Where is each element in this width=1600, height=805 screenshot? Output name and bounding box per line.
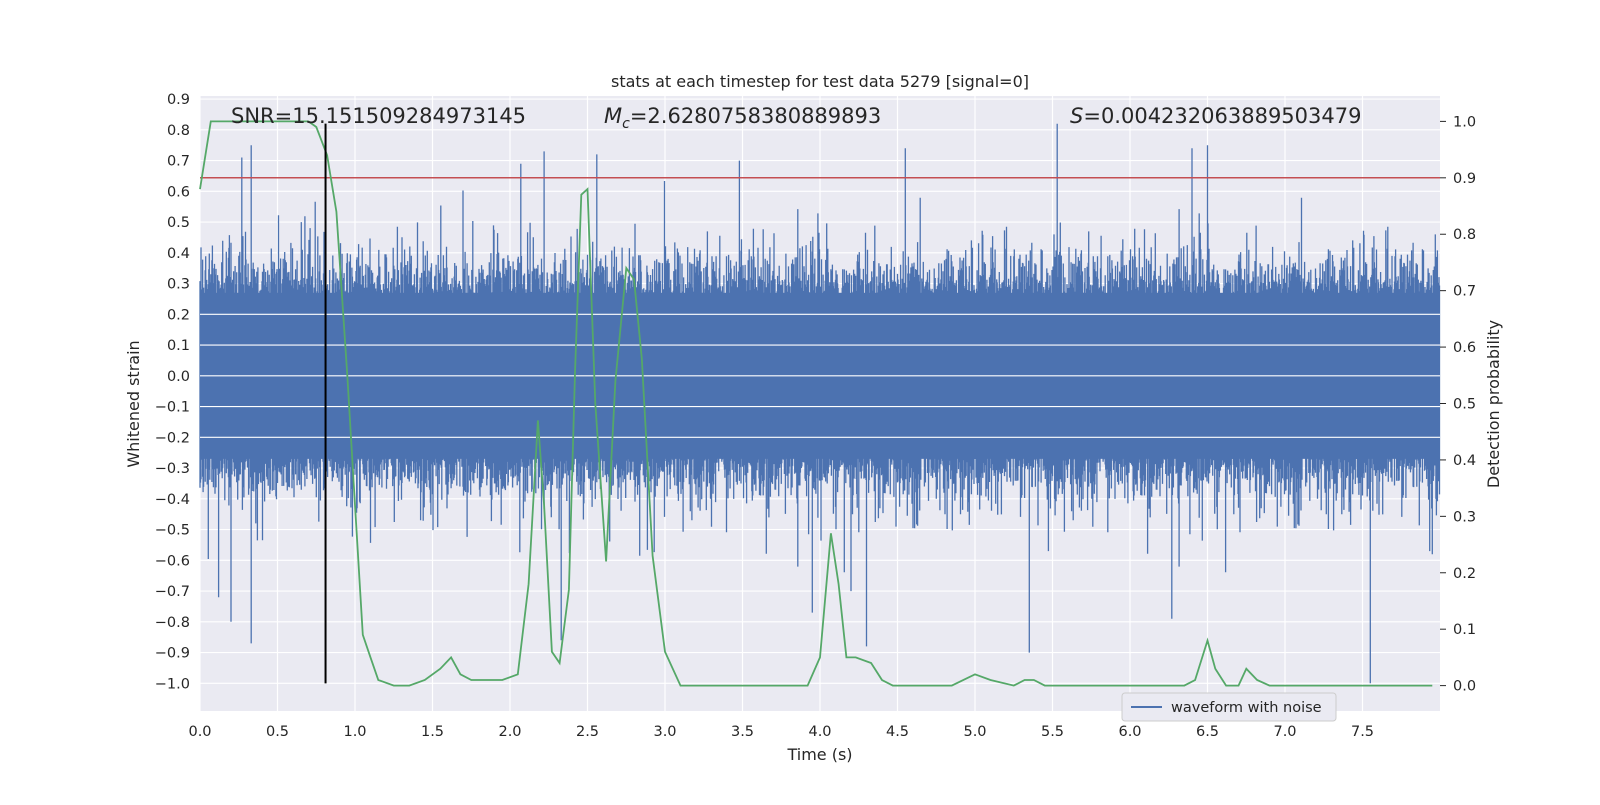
- x-tick-label: 3.5: [731, 724, 754, 740]
- y2-tick-label: 0.0: [1453, 679, 1476, 695]
- y-axis-ticks: 0.9 0.8 0.7 0.6 0.5 0.4 0.3 0.2 0.1 0.0 −0.1 −0.2 −0…: [155, 92, 190, 692]
- x-tick-label: 7.5: [1351, 724, 1374, 740]
- y-tick-label: −0.7: [155, 584, 190, 600]
- y-tick-label: 0.2: [167, 307, 190, 323]
- y-tick-label: 0.3: [167, 277, 190, 293]
- y-tick-label: 0.5: [167, 215, 190, 231]
- x-tick-label: 6.5: [1196, 724, 1219, 740]
- y-tick-label: −0.4: [155, 492, 190, 508]
- y-tick-label: 0.6: [167, 184, 190, 200]
- x-tick-label: 1.5: [421, 724, 444, 740]
- y2-tick-label: 0.6: [1453, 340, 1476, 356]
- y-tick-label: 0.1: [167, 338, 190, 354]
- x-axis-label: Time (s): [786, 745, 852, 764]
- y2-tick-label: 1.0: [1453, 114, 1476, 130]
- y2-tick-label: 0.4: [1453, 453, 1476, 469]
- x-tick-label: 2.0: [498, 724, 521, 740]
- y-tick-label: 0.9: [167, 92, 190, 108]
- y-tick-label: −0.6: [155, 553, 190, 569]
- s-annotation: S=0.004232063889503479: [1070, 104, 1361, 128]
- x-tick-label: 3.0: [653, 724, 676, 740]
- y-tick-label: 0.8: [167, 123, 190, 139]
- waveform-series: [199, 123, 1441, 684]
- y2-tick-label: 0.3: [1453, 509, 1476, 525]
- y-tick-label: −0.9: [155, 646, 190, 662]
- x-tick-label: 6.0: [1118, 724, 1141, 740]
- y2-tick-label: 0.5: [1453, 397, 1476, 413]
- legend-box: [1121, 692, 1337, 722]
- x-tick-label: 4.0: [808, 724, 831, 740]
- y-tick-label: −0.5: [155, 523, 190, 539]
- x-tick-label: 7.0: [1273, 724, 1296, 740]
- x-tick-label: 1.0: [343, 724, 366, 740]
- x-tick-label: 2.5: [576, 724, 599, 740]
- chart-title: stats at each timestep for test data 527…: [611, 72, 1029, 91]
- y-axis-label: Whitened strain: [124, 340, 143, 467]
- x-tick-label: 4.5: [886, 724, 909, 740]
- y-tick-label: −0.1: [155, 400, 190, 416]
- y-tick-label: −0.8: [155, 615, 190, 631]
- s-symbol: S: [1070, 104, 1083, 128]
- legend-label-waveform: waveform with noise: [1171, 700, 1322, 716]
- y-tick-label: 0.4: [167, 246, 190, 262]
- x-tick-label: 0.0: [188, 724, 211, 740]
- s-value: =0.004232063889503479: [1083, 104, 1361, 128]
- chirp-mass-symbol: M: [604, 104, 622, 128]
- y2-axis-ticks: 1.0 0.9 0.8 0.7 0.6 0.5 0.4 0.3 0.2 0.1 0.0: [1440, 114, 1476, 695]
- y-tick-label: −0.2: [155, 430, 190, 446]
- y2-tick-label: 0.1: [1453, 622, 1476, 638]
- y2-axis-label: Detection probability: [1484, 320, 1503, 488]
- y2-tick-label: 0.9: [1453, 171, 1476, 187]
- y2-tick-label: 0.8: [1453, 227, 1476, 243]
- y-tick-label: −0.3: [155, 461, 190, 477]
- chirp-mass-annotation: Mc=2.6280758380889893: [604, 104, 881, 132]
- chirp-mass-subscript: c: [622, 116, 630, 132]
- y2-tick-label: 0.2: [1453, 566, 1476, 582]
- chirp-mass-value: =2.6280758380889893: [630, 104, 881, 128]
- legend: waveform with noise: [1121, 692, 1337, 722]
- y-tick-label: −1.0: [155, 676, 190, 692]
- x-axis-ticks: 0.0 0.5 1.0 1.5 2.0 2.5 3.0 3.5 4.0 4.5 5.0 5.5 6.0 6…: [188, 724, 1374, 740]
- x-tick-label: 5.5: [1041, 724, 1064, 740]
- probability-series: [199, 120, 1433, 687]
- y-tick-label: 0.0: [167, 369, 190, 385]
- y-tick-label: 0.7: [167, 154, 190, 170]
- snr-annotation: SNR=15.151509284973145: [231, 104, 526, 128]
- x-tick-label: 0.5: [266, 724, 289, 740]
- y2-tick-label: 0.7: [1453, 284, 1476, 300]
- x-tick-label: 5.0: [963, 724, 986, 740]
